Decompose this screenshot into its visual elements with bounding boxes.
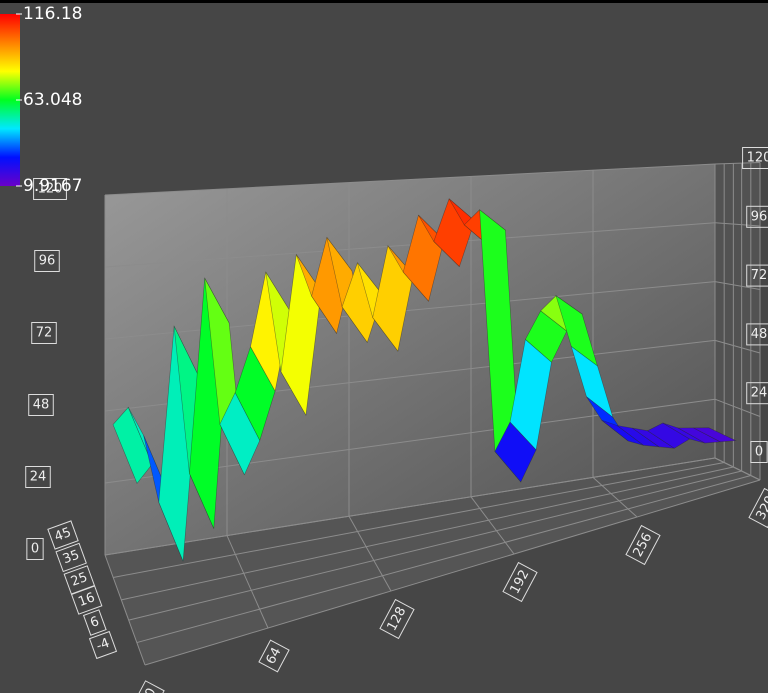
tick-box: [742, 147, 768, 169]
tick-box: [31, 322, 57, 344]
grid-line: [714, 339, 761, 354]
grid-line: [714, 222, 761, 227]
tick-label-group: 120: [742, 147, 768, 169]
tick-label-group: 45: [47, 520, 79, 550]
tick-label: 24: [751, 386, 768, 401]
tick-label: 16: [76, 590, 97, 610]
tick-box: [26, 538, 44, 560]
tick-label: 0: [31, 542, 39, 557]
grid-line: [714, 161, 761, 165]
back-wall: [105, 164, 715, 555]
tick-box: [746, 205, 768, 228]
tick-box: [746, 264, 768, 287]
tick-label: 48: [33, 398, 50, 413]
tick-label: 0: [142, 686, 159, 693]
tick-label-group: 24: [746, 382, 768, 405]
tick-box: [28, 394, 54, 416]
top-bar: [0, 0, 768, 3]
tick-box: [502, 561, 538, 603]
tick-box: [82, 609, 107, 636]
grid-line: [592, 477, 638, 518]
tick-box: [63, 565, 96, 595]
colorbar-label: 9.9167: [23, 176, 82, 196]
grid-line: [104, 163, 716, 196]
colorbar-label: 63.048: [23, 90, 82, 110]
grid-line: [144, 479, 761, 666]
tick-label-group: 72: [31, 322, 57, 344]
grid-line: [226, 535, 269, 629]
grid-line: [113, 461, 725, 578]
tick-box: [34, 250, 60, 272]
tick-label: 72: [751, 268, 768, 283]
grid-line: [714, 398, 761, 417]
tick-label: 96: [39, 254, 56, 269]
grid-line: [104, 554, 146, 666]
grid-line: [104, 222, 716, 268]
side-wall: [715, 162, 760, 480]
tick-label: 35: [61, 548, 82, 568]
tick-box: [379, 598, 415, 640]
tick-label-group: 0: [137, 680, 165, 693]
tick-label-group: 48: [746, 323, 768, 346]
tick-label: 25: [69, 570, 90, 590]
tick-label-group: -4: [88, 630, 118, 660]
tick-box: [625, 524, 661, 566]
grid-line: [714, 457, 761, 481]
tick-box: [137, 680, 165, 693]
tick-label: 0: [755, 445, 763, 460]
tick-label: 24: [30, 470, 47, 485]
grid-line: [136, 475, 751, 644]
tick-box: [47, 520, 79, 550]
tick-label: 120: [38, 182, 63, 197]
grid-line: [470, 496, 515, 555]
tick-label-group: 72: [746, 264, 768, 287]
tick-label: 45: [53, 525, 74, 545]
tick-box: [748, 487, 768, 529]
grid-line: [714, 281, 761, 290]
tick-box: [25, 466, 51, 488]
surface-patch: [693, 427, 737, 443]
tick-label: 72: [36, 326, 53, 341]
tick-label-group: 64: [258, 639, 290, 673]
grid-line: [121, 466, 734, 601]
tick-box: [258, 639, 290, 673]
tick-label-group: 0: [26, 538, 44, 560]
tick-label-group: 24: [25, 466, 51, 488]
tick-label-group: 96: [34, 250, 60, 272]
tick-label: 64: [263, 645, 284, 667]
tick-label: 48: [751, 327, 768, 342]
tick-label-group: 120: [33, 178, 67, 200]
tick-label: 120: [747, 151, 768, 166]
tick-label-group: 48: [28, 394, 54, 416]
grid-line: [104, 457, 716, 556]
tick-label-group: 96: [746, 205, 768, 228]
tick-box: [750, 441, 768, 463]
colorbar: [0, 14, 20, 186]
tick-label-group: 0: [750, 441, 768, 463]
tick-label-group: 25: [63, 565, 96, 595]
tick-box: [746, 382, 768, 405]
colorbar-label: 116.18: [23, 4, 82, 24]
tick-box: [88, 630, 118, 660]
grid-line: [348, 515, 392, 592]
tick-box: [33, 178, 67, 200]
tick-label: -4: [94, 636, 111, 655]
tick-box: [55, 542, 87, 573]
floor: [105, 458, 760, 665]
tick-box: [746, 323, 768, 346]
tick-label: 96: [751, 209, 768, 224]
tick-label-group: 35: [55, 542, 87, 573]
grid-line: [128, 470, 742, 621]
